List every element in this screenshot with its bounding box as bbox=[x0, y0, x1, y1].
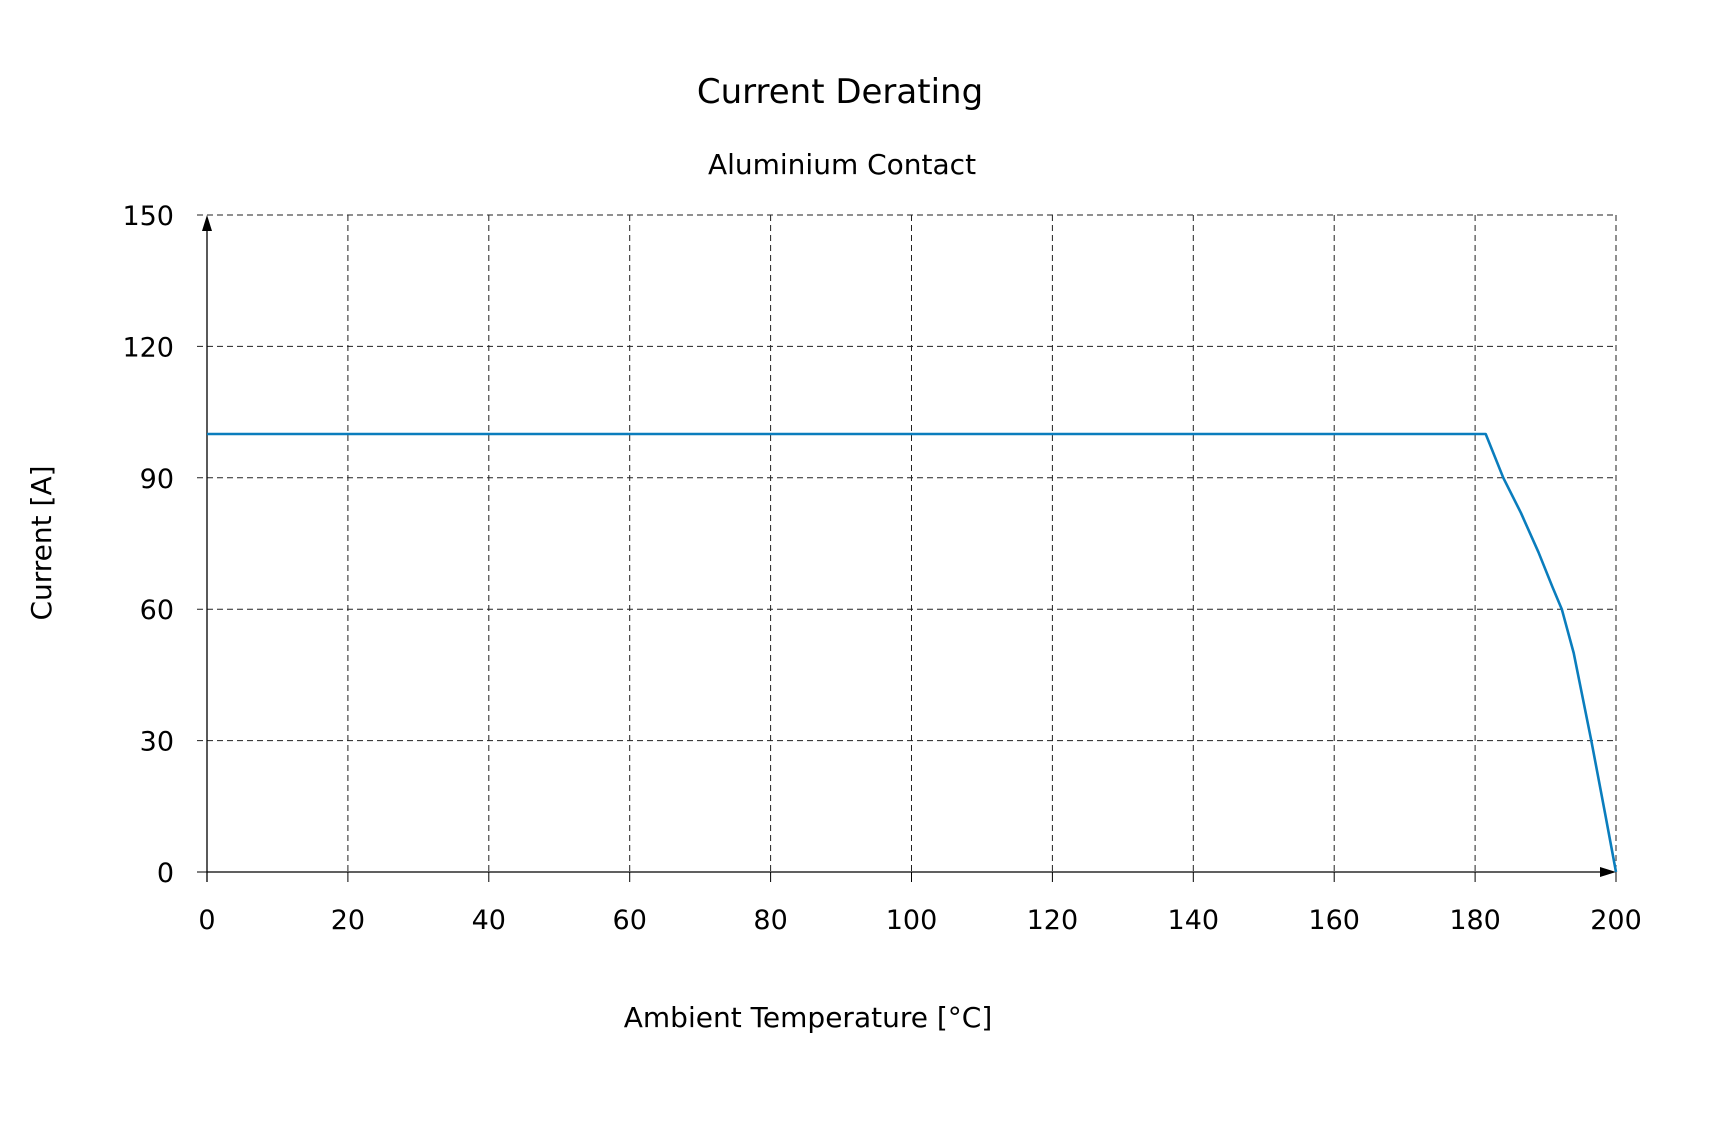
x-axis-label: Ambient Temperature [°C] bbox=[624, 1001, 993, 1034]
y-tick-label: 120 bbox=[122, 332, 174, 363]
y-tick-label: 0 bbox=[157, 858, 174, 889]
series bbox=[207, 432, 1618, 873]
y-axis-arrow-icon bbox=[202, 215, 212, 231]
y-axis-label: Current [A] bbox=[25, 465, 58, 620]
y-tick-label: 60 bbox=[140, 595, 174, 626]
x-tick-label: 80 bbox=[753, 905, 787, 936]
x-tick-label: 120 bbox=[1027, 905, 1079, 936]
x-tick-label: 160 bbox=[1308, 905, 1360, 936]
grid bbox=[197, 214, 1617, 872]
x-tick-label: 200 bbox=[1590, 905, 1642, 936]
x-tick-label: 180 bbox=[1449, 905, 1501, 936]
axes bbox=[197, 215, 1617, 882]
y-tick-label: 30 bbox=[140, 727, 174, 758]
chart-subtitle: Aluminium Contact bbox=[708, 148, 976, 181]
y-tick-label: 90 bbox=[140, 464, 174, 495]
series-line bbox=[207, 432, 1618, 873]
x-tick-label: 100 bbox=[886, 905, 938, 936]
y-tick-label: 150 bbox=[122, 201, 174, 232]
x-tick-label: 60 bbox=[613, 905, 647, 936]
x-tick-label: 20 bbox=[331, 905, 365, 936]
x-tick-label: 140 bbox=[1168, 905, 1220, 936]
x-tick-label: 0 bbox=[198, 905, 215, 936]
y-tick-labels: 0 30 60 90 120 150 bbox=[122, 201, 174, 889]
x-tick-labels: 0 20 40 60 80 100 120 140 160 180 200 bbox=[198, 905, 1641, 936]
x-tick-label: 40 bbox=[472, 905, 506, 936]
x-axis-arrow-icon bbox=[1600, 867, 1616, 877]
chart-title: Current Derating bbox=[697, 72, 983, 112]
